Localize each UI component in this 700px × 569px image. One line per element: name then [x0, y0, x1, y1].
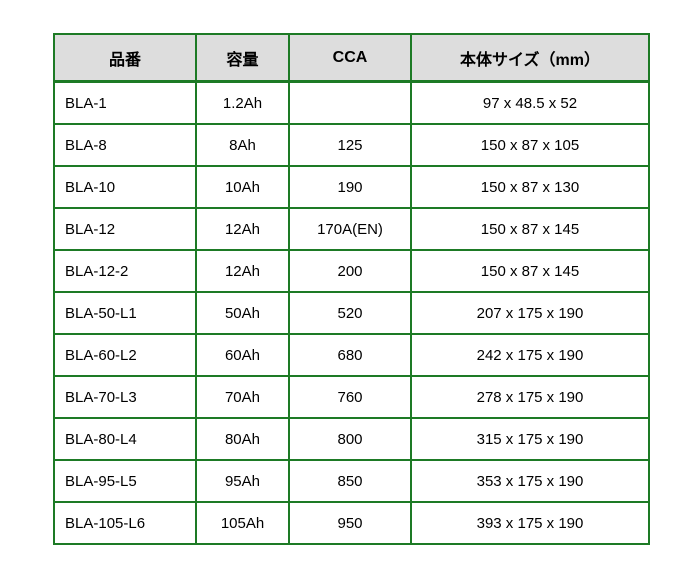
column-header-body-size: 本体サイズ（mm） [410, 33, 650, 83]
cell-part: BLA-80-L4 [53, 417, 197, 461]
table-row: BLA-80-L4 80Ah 800 315 x 175 x 190 [53, 417, 650, 461]
table-row: BLA-60-L2 60Ah 680 242 x 175 x 190 [53, 333, 650, 377]
column-header-part-number: 品番 [53, 33, 197, 83]
cell-cca: 200 [288, 249, 412, 293]
cell-size: 150 x 87 x 105 [410, 123, 650, 167]
cell-cca: 680 [288, 333, 412, 377]
cell-size: 150 x 87 x 130 [410, 165, 650, 209]
cell-capacity: 50Ah [195, 291, 290, 335]
cell-part: BLA-50-L1 [53, 291, 197, 335]
cell-cca: 190 [288, 165, 412, 209]
cell-capacity: 8Ah [195, 123, 290, 167]
cell-cca: 800 [288, 417, 412, 461]
cell-part: BLA-8 [53, 123, 197, 167]
table-row: BLA-12 12Ah 170A(EN) 150 x 87 x 145 [53, 207, 650, 251]
cell-size: 150 x 87 x 145 [410, 249, 650, 293]
table-row: BLA-50-L1 50Ah 520 207 x 175 x 190 [53, 291, 650, 335]
cell-capacity: 12Ah [195, 207, 290, 251]
cell-cca: 125 [288, 123, 412, 167]
cell-part: BLA-60-L2 [53, 333, 197, 377]
header-row: 品番 容量 CCA 本体サイズ（mm） [53, 33, 650, 83]
cell-capacity: 105Ah [195, 501, 290, 545]
battery-spec-table-container: 品番 容量 CCA 本体サイズ（mm） BLA-1 1.2Ah 97 x 48.5 … [53, 33, 650, 545]
table-row: BLA-10 10Ah 190 150 x 87 x 130 [53, 165, 650, 209]
cell-size: 278 x 175 x 190 [410, 375, 650, 419]
cell-part: BLA-10 [53, 165, 197, 209]
cell-part: BLA-12-2 [53, 249, 197, 293]
cell-size: 315 x 175 x 190 [410, 417, 650, 461]
cell-part: BLA-12 [53, 207, 197, 251]
battery-spec-table: 品番 容量 CCA 本体サイズ（mm） BLA-1 1.2Ah 97 x 48.5 … [53, 33, 650, 545]
cell-size: 207 x 175 x 190 [410, 291, 650, 335]
cell-part: BLA-105-L6 [53, 501, 197, 545]
table-row: BLA-105-L6 105Ah 950 393 x 175 x 190 [53, 501, 650, 545]
cell-capacity: 12Ah [195, 249, 290, 293]
cell-capacity: 95Ah [195, 459, 290, 503]
table-header: 品番 容量 CCA 本体サイズ（mm） [53, 33, 650, 83]
cell-cca [288, 80, 412, 125]
cell-capacity: 80Ah [195, 417, 290, 461]
cell-capacity: 1.2Ah [195, 80, 290, 125]
cell-capacity: 70Ah [195, 375, 290, 419]
cell-size: 97 x 48.5 x 52 [410, 80, 650, 125]
cell-cca: 760 [288, 375, 412, 419]
cell-cca: 850 [288, 459, 412, 503]
column-header-cca: CCA [288, 33, 412, 83]
table-row: BLA-8 8Ah 125 150 x 87 x 105 [53, 123, 650, 167]
cell-capacity: 10Ah [195, 165, 290, 209]
cell-capacity: 60Ah [195, 333, 290, 377]
table-row: BLA-12-2 12Ah 200 150 x 87 x 145 [53, 249, 650, 293]
cell-size: 150 x 87 x 145 [410, 207, 650, 251]
table-row: BLA-1 1.2Ah 97 x 48.5 x 52 [53, 80, 650, 125]
column-header-capacity: 容量 [195, 33, 290, 83]
cell-cca: 170A(EN) [288, 207, 412, 251]
cell-size: 393 x 175 x 190 [410, 501, 650, 545]
cell-part: BLA-70-L3 [53, 375, 197, 419]
cell-size: 242 x 175 x 190 [410, 333, 650, 377]
cell-part: BLA-1 [53, 80, 197, 125]
cell-cca: 520 [288, 291, 412, 335]
cell-cca: 950 [288, 501, 412, 545]
table-row: BLA-95-L5 95Ah 850 353 x 175 x 190 [53, 459, 650, 503]
table-row: BLA-70-L3 70Ah 760 278 x 175 x 190 [53, 375, 650, 419]
cell-size: 353 x 175 x 190 [410, 459, 650, 503]
table-body: BLA-1 1.2Ah 97 x 48.5 x 52 BLA-8 8Ah 125 150 x… [53, 80, 650, 545]
cell-part: BLA-95-L5 [53, 459, 197, 503]
